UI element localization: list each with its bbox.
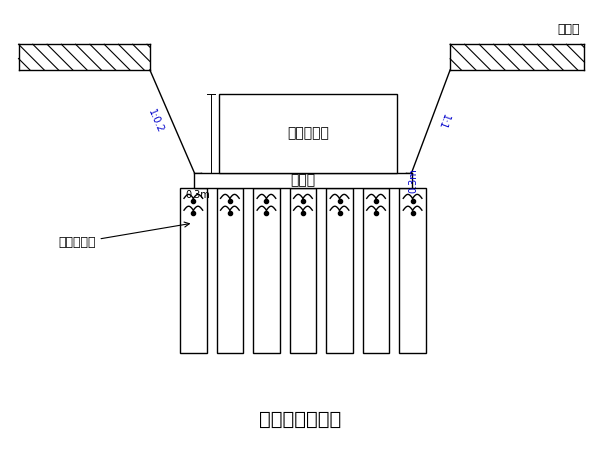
Text: 原地面: 原地面 [557,23,580,36]
Bar [217,189,243,353]
Bar [253,189,280,353]
Text: 基坑开挖示意图: 基坑开挖示意图 [259,410,341,429]
Bar [399,189,426,353]
Text: 1:0.2: 1:0.2 [146,108,165,135]
Text: 水泥搅拌桩: 水泥搅拌桩 [58,222,190,249]
Bar [290,189,316,353]
Bar [219,94,397,173]
Bar [363,189,389,353]
Text: 1:1: 1:1 [436,112,450,130]
Text: 框构桥基础: 框构桥基础 [287,126,329,140]
Text: 0.3m: 0.3m [185,190,210,200]
Text: 砂垫层: 砂垫层 [290,174,316,188]
Text: 0.3m: 0.3m [409,168,419,193]
Text: 2m: 2m [219,123,235,133]
Bar [180,189,206,353]
Bar [194,173,412,189]
Bar [326,189,353,353]
